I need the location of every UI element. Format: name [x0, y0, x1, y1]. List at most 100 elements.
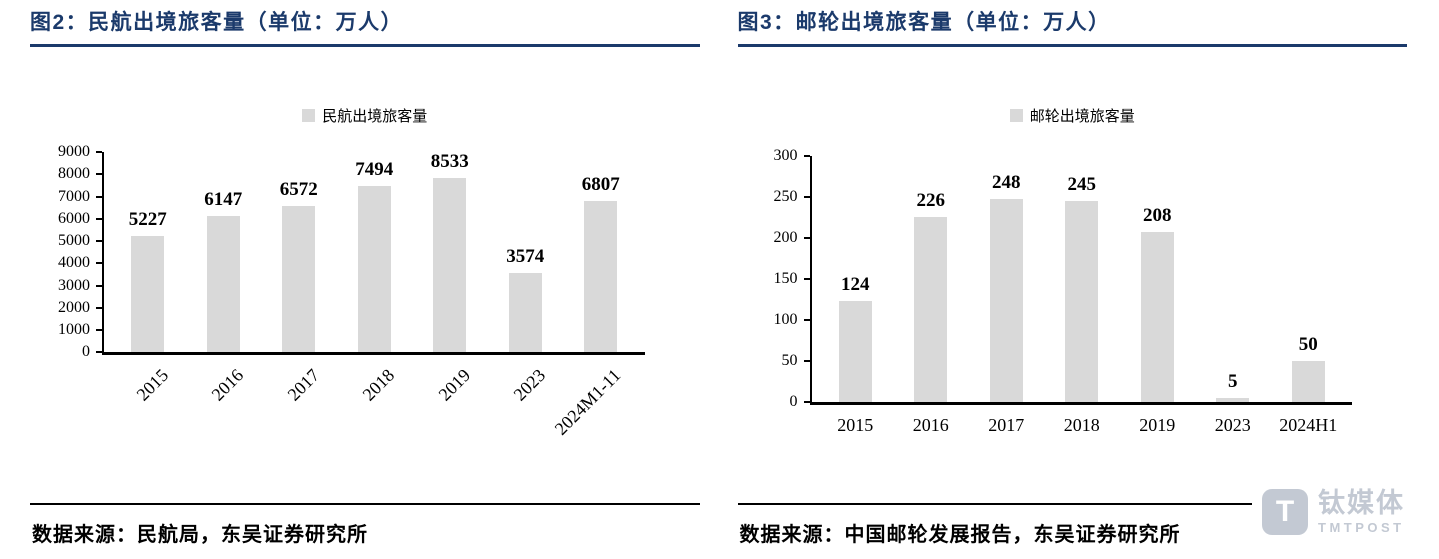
bar-value-label: 245 [1067, 174, 1097, 196]
bottom-rule [30, 503, 700, 505]
bar-chart-civil-aviation: 0 1000 2000 3000 4000 5000 6000 7000 8000 9000 522… [30, 144, 700, 453]
bar-slot: 5 [1195, 156, 1271, 403]
watermark-en: TMTPOST [1318, 519, 1405, 535]
bar-value-label: 226 [916, 189, 946, 211]
x-axis-label-text: 2019 [434, 365, 474, 405]
bar-slot: 226 [893, 156, 969, 403]
x-axis-label: 2023 [1195, 405, 1271, 436]
x-axis-label-text: 2018 [1063, 415, 1100, 436]
watermark-text: 钛媒体 TMTPOST [1318, 488, 1405, 535]
y-tick-label: 0 [82, 343, 90, 361]
x-axis-label: 2017 [261, 355, 337, 453]
y-tick-mark [96, 217, 102, 220]
bar-value-label: 8533 [430, 151, 469, 173]
x-axis-labels: 2015 2016 2017 2018 2019 2023 2024H1 [812, 405, 1353, 436]
bar [1216, 398, 1250, 403]
tmtpost-logo-letter: T [1275, 495, 1295, 528]
y-tick-label: 3000 [58, 276, 90, 294]
bar [584, 200, 618, 353]
bar-value-label: 248 [992, 171, 1021, 193]
bar-value-label: 5 [1228, 371, 1238, 393]
legend-swatch [1009, 109, 1023, 123]
x-axis-label: 2018 [1044, 405, 1120, 436]
source-note-cruise: 数据来源：中国邮轮发展报告，东吴证券研究所 [739, 524, 1181, 546]
bar-slot: 8533 [412, 151, 488, 353]
y-tick-label: 7000 [58, 187, 90, 205]
y-tick-mark [803, 360, 810, 363]
bar [433, 178, 467, 353]
bar-slot: 3574 [488, 152, 564, 353]
bar [989, 198, 1023, 403]
y-tick-label: 1000 [58, 320, 90, 338]
legend-label: 民航出境旅客量 [322, 108, 428, 126]
panel-civil-aviation: 图2：民航出境旅客量（单位：万人） 民航出境旅客量 0 1000 2000 3000 4… [30, 10, 700, 559]
tmtpost-watermark: T 钛媒体 TMTPOST [1252, 485, 1407, 539]
y-tick-mark [803, 155, 810, 158]
x-axis-labels: 2015 2016 2017 2018 2019 2023 2024M1-11 [104, 355, 645, 453]
bar-value-label: 6807 [581, 174, 620, 196]
y-tick-label: 150 [773, 270, 798, 288]
x-axis-label-text: 2018 [358, 365, 399, 405]
bar-slot: 245 [1044, 156, 1120, 403]
bar-value-label: 5227 [128, 209, 167, 231]
x-axis-label-text: 2024M1-11 [551, 365, 625, 439]
source-note-civil-aviation: 数据来源：民航局，东吴证券研究所 [32, 524, 368, 546]
y-tick-mark [96, 284, 102, 287]
x-axis-label-text: 2015 [132, 365, 172, 405]
x-axis-label: 2015 [110, 355, 186, 453]
y-tick-mark [803, 319, 810, 322]
bar-slot: 6147 [186, 152, 262, 353]
y-axis: 0 1000 2000 3000 4000 5000 6000 7000 8000 9000 [30, 144, 102, 360]
bar-value-label: 3574 [506, 245, 545, 267]
bar [357, 185, 391, 353]
x-axis-label-text: 2017 [283, 365, 323, 405]
x-axis-label: 2019 [412, 355, 488, 453]
x-axis-label-text: 2024H1 [1279, 415, 1338, 436]
bar-slot: 50 [1271, 156, 1347, 403]
bar-slot: 5227 [110, 152, 186, 353]
title-rule [737, 44, 1407, 48]
bar-slot: 6807 [563, 152, 639, 353]
y-tick-label: 0 [789, 393, 798, 411]
y-tick-mark [803, 237, 810, 240]
x-axis-label: 2019 [1120, 405, 1196, 436]
x-axis-label-text: 2019 [1139, 415, 1176, 436]
y-tick-mark [803, 401, 810, 404]
legend-swatch [302, 109, 316, 123]
bar-slot: 248 [969, 156, 1045, 403]
bar-chart-cruise: 0 50 100 150 200 250 300 124 226 248 245 208 5 50 2015… [738, 148, 1408, 436]
x-axis-label: 2016 [893, 405, 969, 436]
bar [1065, 201, 1099, 403]
bar-slot: 124 [818, 156, 894, 403]
y-tick-label: 300 [773, 147, 798, 165]
bar-value-label: 7494 [355, 158, 394, 180]
x-axis-label-text: 2016 [912, 415, 949, 436]
tmtpost-logo-icon: T [1262, 489, 1308, 535]
x-axis-label: 2023 [488, 355, 564, 453]
y-tick-label: 200 [773, 229, 798, 247]
y-tick-label: 9000 [58, 143, 90, 161]
x-axis-label-text: 2015 [837, 415, 874, 436]
legend-civil-aviation: 民航出境旅客量 [30, 105, 700, 126]
bar [1140, 231, 1174, 403]
plot-area: 124 226 248 245 208 5 50 [809, 156, 1352, 406]
bar-value-label: 124 [841, 273, 870, 295]
legend-label: 邮轮出境旅客量 [1029, 108, 1135, 126]
chart-title-cruise: 图3：邮轮出境旅客量（单位：万人） [737, 11, 1111, 34]
y-tick-label: 50 [781, 352, 798, 370]
plot-column: 124 226 248 245 208 5 50 2015 2016 2017 2018 2019 20… [809, 156, 1353, 436]
x-axis-label: 2015 [818, 405, 894, 436]
y-tick-mark [803, 278, 810, 281]
y-tick-mark [96, 262, 102, 265]
y-tick-mark [803, 196, 810, 199]
x-axis-label-text: 2017 [988, 415, 1025, 436]
bar-value-label: 50 [1298, 334, 1318, 356]
bar-value-label: 6147 [204, 188, 243, 210]
bar [282, 206, 316, 353]
plot-column: 5227 6147 6572 7494 8533 3574 6807 2015 2016 2017… [102, 151, 645, 453]
bar [838, 300, 872, 403]
x-axis-label-text: 2023 [509, 365, 550, 405]
chart-title-civil-aviation: 图2：民航出境旅客量（单位：万人） [30, 11, 404, 34]
x-axis-label: 2016 [186, 355, 262, 453]
